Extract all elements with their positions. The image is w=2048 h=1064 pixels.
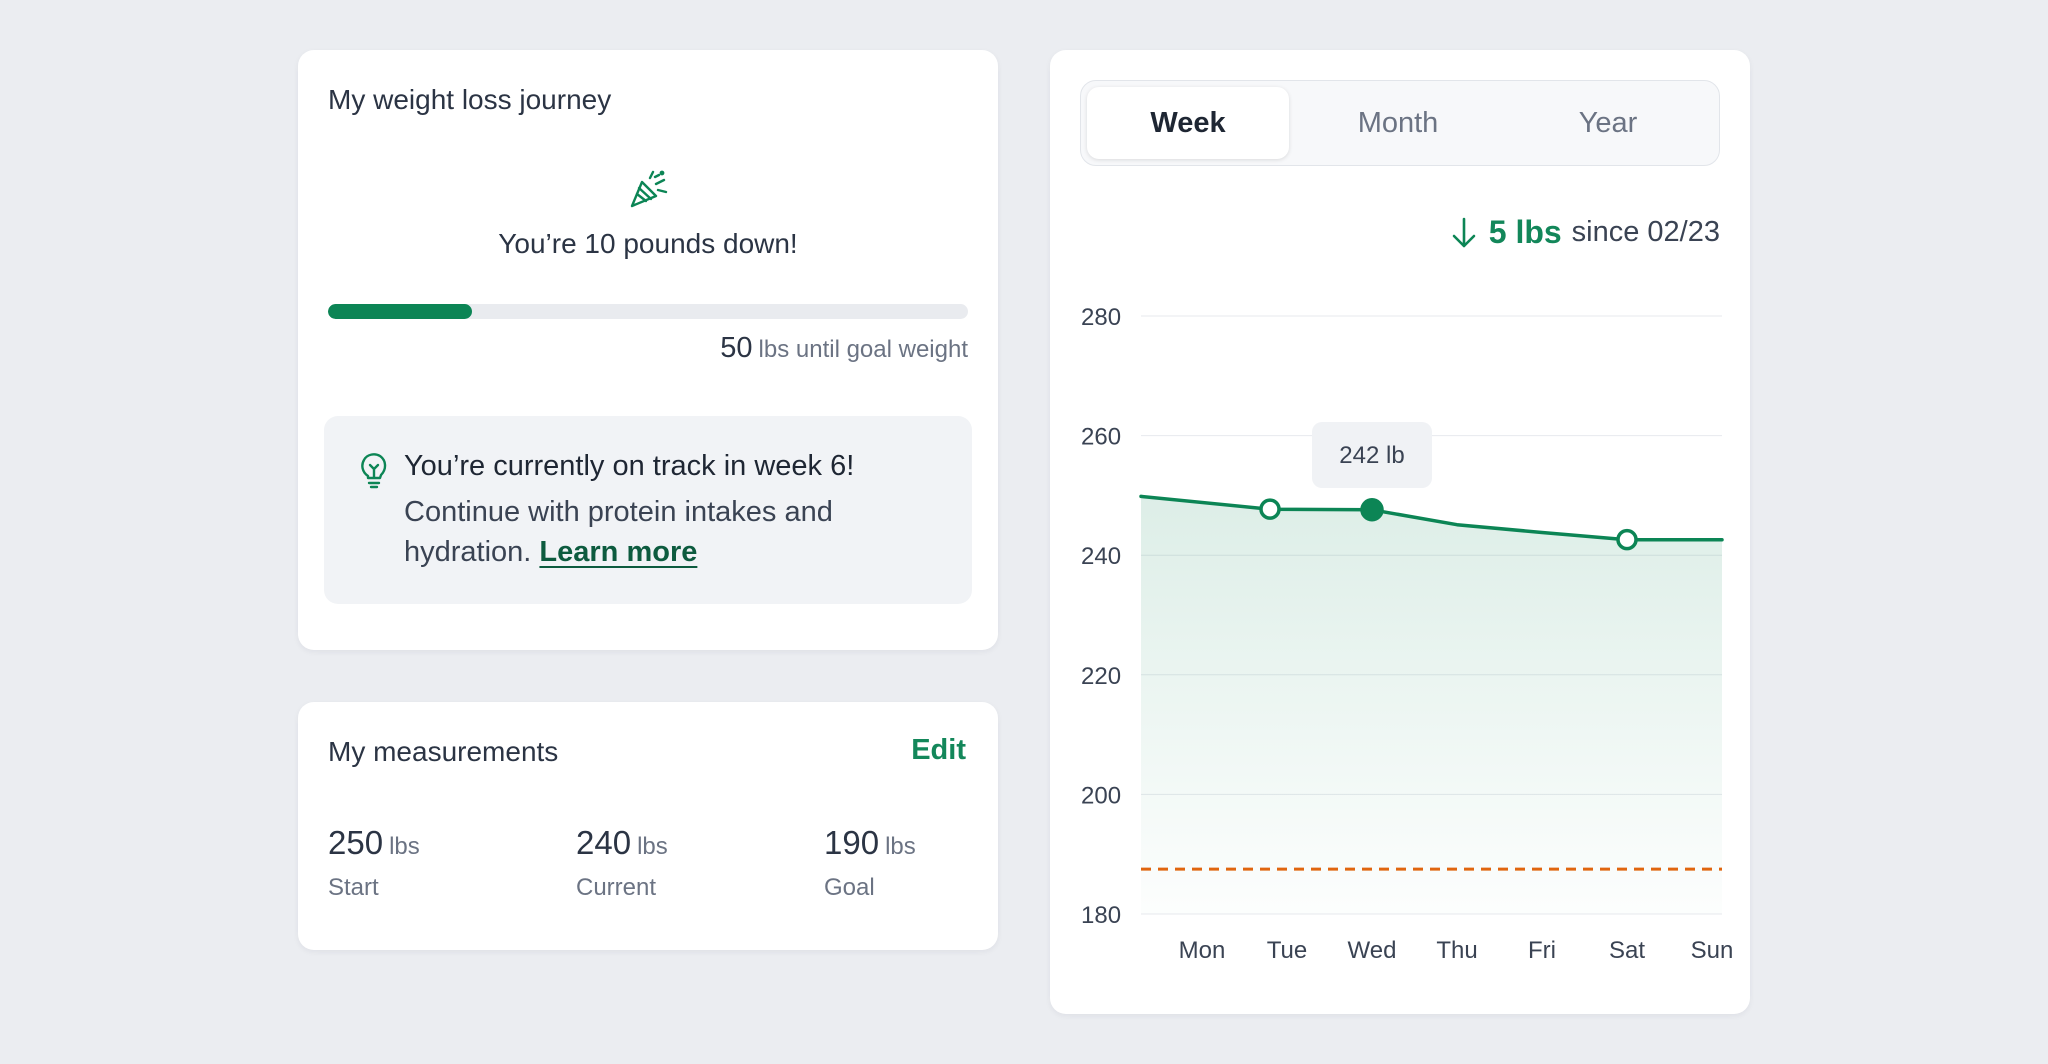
measurement-goal: 190 lbs Goal xyxy=(824,824,916,902)
tip-body-text: Continue with protein intakes and hydrat… xyxy=(404,496,833,568)
measurements-title: My measurements xyxy=(328,736,559,767)
tab-month[interactable]: Month xyxy=(1357,107,1439,139)
until-goal-text: 50 lbs until goal weight xyxy=(720,332,968,365)
measurement-value: 240 xyxy=(576,824,632,861)
x-tick-label: Thu xyxy=(1436,937,1477,964)
tab-week[interactable]: Week xyxy=(1087,87,1289,159)
measurement-unit: lbs xyxy=(885,833,916,860)
y-tick-label: 200 xyxy=(1081,782,1121,809)
y-tick-label: 280 xyxy=(1081,304,1121,331)
x-tick-label: Tue xyxy=(1267,937,1307,964)
measurement-label: Current xyxy=(576,874,657,901)
arrow-down-icon xyxy=(1452,217,1476,247)
edit-button[interactable]: Edit xyxy=(911,734,966,766)
journey-card: My weight loss journey You’re 10 pounds … xyxy=(298,50,998,650)
y-tick-label: 240 xyxy=(1081,543,1121,570)
goal-progress-fill xyxy=(328,304,472,319)
y-tick-label: 220 xyxy=(1081,663,1121,690)
measurement-start: 250 lbs Start xyxy=(328,824,420,902)
x-tick-label: Mon xyxy=(1179,937,1226,964)
tooltip-label: 242 lb xyxy=(1339,442,1404,469)
weight-change-amount: 5 lbs xyxy=(1488,214,1562,250)
tip-headline: You’re currently on track in week 6! xyxy=(404,450,855,482)
tip-box: You’re currently on track in week 6! Con… xyxy=(324,416,972,604)
x-tick-label: Wed xyxy=(1348,937,1397,964)
weight-line-chart: 280 260 240 220 200 180 Mon Tue Wed Thu Fri Sat Sun 2… xyxy=(1081,304,1734,964)
measurement-current: 240 lbs Current xyxy=(576,824,668,902)
pounds-down-message: You’re 10 pounds down! xyxy=(498,228,798,259)
tip-body: Continue with protein intakes and hydrat… xyxy=(404,492,874,572)
measurement-value: 250 xyxy=(328,824,384,861)
weight-chart-card: Week Month Year 5 lbs since 02/23 280 260… xyxy=(1050,50,1750,1014)
lightbulb-icon xyxy=(361,453,387,489)
weight-series-line xyxy=(1139,494,1724,542)
selected-data-point xyxy=(1360,498,1384,522)
party-popper-icon xyxy=(630,170,668,208)
y-tick-label: 260 xyxy=(1081,424,1121,451)
journey-title: My weight loss journey xyxy=(328,84,612,115)
period-segmented-control: Week Month Year xyxy=(1080,80,1720,166)
weight-change-since: since 02/23 xyxy=(1571,216,1720,248)
y-tick-label: 180 xyxy=(1081,902,1121,929)
learn-more-link[interactable]: Learn more xyxy=(539,536,698,568)
measurements-card: My measurements Edit 250 lbs Start 240 lbs… xyxy=(298,702,998,950)
until-goal-value: 50 xyxy=(720,332,753,364)
x-tick-label: Fri xyxy=(1528,937,1556,964)
data-point xyxy=(1616,528,1638,551)
until-goal-label: lbs until goal weight xyxy=(758,336,968,363)
x-tick-label: Sat xyxy=(1609,937,1645,964)
x-tick-label: Sun xyxy=(1691,937,1734,964)
goal-progress-bar xyxy=(328,304,968,319)
tab-year[interactable]: Year xyxy=(1578,107,1638,139)
weight-change-summary: 5 lbs since 02/23 xyxy=(1449,214,1720,251)
measurement-unit: lbs xyxy=(389,833,420,860)
measurement-label: Start xyxy=(328,874,379,901)
tooltip-box xyxy=(1312,422,1432,488)
measurement-label: Goal xyxy=(824,874,875,901)
measurement-value: 190 xyxy=(824,824,880,861)
measurement-unit: lbs xyxy=(637,833,668,860)
weight-area-fill xyxy=(1141,496,1722,914)
data-point xyxy=(1259,498,1281,520)
